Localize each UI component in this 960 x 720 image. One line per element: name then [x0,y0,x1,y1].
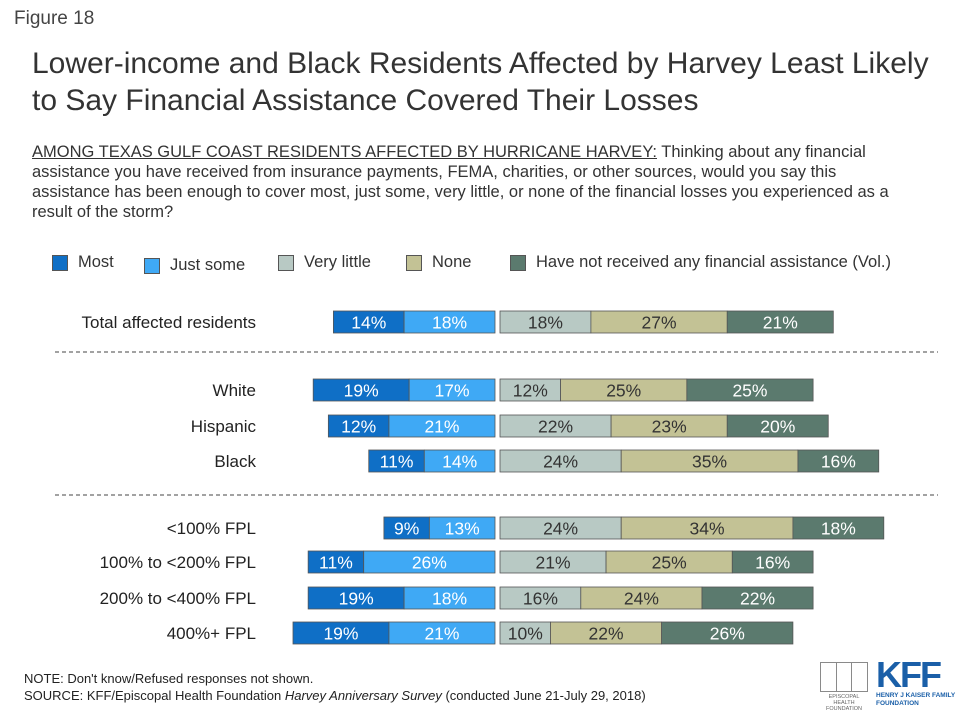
bar-just-some-white [408,378,496,402]
data-label-most-white: 19% [344,381,379,401]
data-label-just-some-100-fpl: 13% [445,519,480,539]
data-label-very-little-200-to-400-fpl: 16% [523,589,558,609]
kff-subtitle: HENRY J KAISER FAMILY FOUNDATION [876,692,956,707]
data-label-none-100-fpl: 34% [690,519,725,539]
data-label-not-received-white: 25% [732,381,767,401]
data-label-none-white: 25% [606,381,641,401]
data-label-none-black: 35% [692,452,727,472]
data-label-very-little-hispanic: 22% [538,417,573,437]
data-label-just-some-hispanic: 21% [424,417,459,437]
data-label-not-received-100-to-200-fpl: 16% [755,553,790,573]
data-label-most-100-fpl: 9% [394,519,419,539]
data-label-not-received-100-fpl: 18% [821,519,856,539]
row-label-total-affected-residents: Total affected residents [81,313,256,332]
legend-item-none: None [406,253,471,272]
data-label-none-hispanic: 23% [652,417,687,437]
data-label-none-200-to-400-fpl: 24% [624,589,659,609]
ehf-mark-icon [820,662,868,692]
bar-not-received-white [686,378,814,402]
data-label-none-100-to-200-fpl: 25% [652,553,687,573]
bar-just-some-400-fpl [388,621,496,645]
legend-label-most: Most [78,253,114,271]
row-label-200-to-400-fpl: 200% to <400% FPL [100,589,256,608]
data-label-just-some-100-to-200-fpl: 26% [412,553,447,573]
bar-just-some-hispanic [388,414,496,438]
survey-question: AMONG TEXAS GULF COAST RESIDENTS AFFECTE… [32,142,912,222]
question-text: Thinking about any financial assistance … [32,143,889,221]
data-label-not-received-400-fpl: 26% [710,624,745,644]
legend-label-just-some: Just some [170,256,246,274]
chart-title: Lower-income and Black Residents Affecte… [32,47,929,117]
legend-label-none: None [432,253,472,271]
chart-legend: Most Just some Very little None Have not… [0,253,960,277]
bar-just-some-100-to-200-fpl [363,550,496,574]
bar-just-some-100-fpl [428,516,496,540]
question-lead: AMONG TEXAS GULF COAST RESIDENTS AFFECTE… [32,143,657,161]
data-label-most-hispanic: 12% [341,417,376,437]
bar-just-some-200-to-400-fpl [403,586,496,610]
legend-swatch-most [52,254,68,271]
legend-item-most: Most [52,253,114,272]
data-label-most-black: 11% [380,452,414,472]
legend-swatch-not-received [510,254,526,271]
data-label-not-received-200-to-400-fpl: 22% [740,589,775,609]
data-label-very-little-white: 12% [513,381,548,401]
footnote: NOTE: Don't know/Refused responses not s… [24,670,646,704]
legend-item-not-received: Have not received any financial assistan… [510,253,891,272]
data-label-very-little-black: 24% [543,452,578,472]
bar-not-received-hispanic [726,414,829,438]
row-label-white: White [213,381,256,400]
data-label-none-total-affected-residents: 27% [642,313,677,333]
source-prefix: SOURCE: KFF/Episcopal Health Foundation [24,688,285,703]
legend-swatch-none [406,254,422,271]
data-label-just-some-400-fpl: 21% [424,624,459,644]
row-label-100-to-200-fpl: 100% to <200% FPL [100,553,256,572]
legend-item-very-little: Very little [278,253,371,272]
data-label-most-100-to-200-fpl: 11% [319,553,353,573]
data-label-very-little-100-fpl: 24% [543,519,578,539]
kff-logo: KFF HENRY J KAISER FAMILY FOUNDATION [876,654,956,707]
bar-not-received-black [797,449,880,473]
row-label-black: Black [214,452,256,471]
bar-not-received-100-to-200-fpl [731,550,814,574]
data-label-not-received-black: 16% [821,452,856,472]
kff-mark: KFF [876,654,942,695]
bar-just-some-total-affected-residents [403,310,496,334]
bar-not-received-total-affected-residents [726,310,834,334]
data-label-just-some-200-to-400-fpl: 18% [432,589,467,609]
note-text: NOTE: Don't know/Refused responses not s… [24,671,314,686]
bar-not-received-200-to-400-fpl [701,586,814,610]
row-label-400-fpl: 400%+ FPL [167,624,256,643]
data-label-very-little-total-affected-residents: 18% [528,313,563,333]
source-text: SOURCE: KFF/Episcopal Health Foundation … [24,687,646,704]
data-label-just-some-white: 17% [435,381,470,401]
data-label-not-received-hispanic: 20% [760,417,795,437]
data-label-most-total-affected-residents: 14% [351,313,386,333]
legend-label-very-little: Very little [304,253,371,271]
data-label-very-little-100-to-200-fpl: 21% [536,553,571,573]
data-label-very-little-400-fpl: 10% [508,624,543,644]
legend-swatch-very-little [278,254,294,271]
ehf-caption: EPISCOPAL HEALTH FOUNDATION [826,694,862,712]
legend-swatch-just-some [144,257,160,274]
bar-not-received-400-fpl [661,621,794,645]
bar-not-received-100-fpl [792,516,885,540]
row-label-100-fpl: <100% FPL [167,519,256,538]
data-label-just-some-total-affected-residents: 18% [432,313,467,333]
data-label-most-400-fpl: 19% [323,624,358,644]
data-label-not-received-total-affected-residents: 21% [763,313,798,333]
data-label-most-200-to-400-fpl: 19% [339,589,374,609]
data-label-just-some-black: 14% [442,452,477,472]
source-suffix: (conducted June 21-July 29, 2018) [441,688,646,703]
figure-label: Figure 18 [14,8,95,29]
source-title: Harvey Anniversary Survey [284,688,442,703]
data-label-none-400-fpl: 22% [589,624,624,644]
row-label-hispanic: Hispanic [191,417,257,436]
bar-just-some-black [423,449,496,473]
legend-item-just-some: Just some [144,256,245,275]
episcopal-health-foundation-logo: EPISCOPAL HEALTH FOUNDATION [818,662,870,712]
legend-label-not-received: Have not received any financial assistan… [536,253,891,271]
